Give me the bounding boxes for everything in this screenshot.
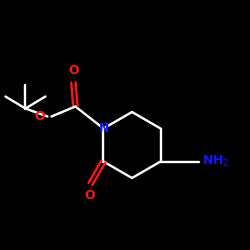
- Text: O: O: [84, 189, 95, 202]
- Text: O: O: [68, 64, 79, 78]
- Text: NH$_2$: NH$_2$: [202, 154, 229, 169]
- Text: N: N: [99, 122, 110, 135]
- Text: O: O: [35, 110, 46, 123]
